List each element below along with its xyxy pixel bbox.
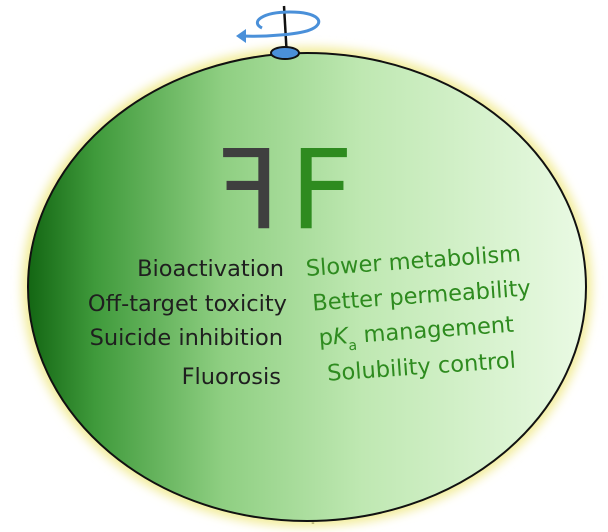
left-item: Bioactivation — [137, 256, 284, 282]
left-item: Fluorosis — [182, 364, 281, 390]
pka-sub: a — [348, 338, 358, 355]
pka-k: K — [332, 323, 351, 350]
svg-text:F: F — [217, 126, 280, 254]
left-item: Suicide inhibition — [90, 325, 283, 351]
drawbacks-list: Bioactivation Off-target toxicity Suicid… — [88, 256, 287, 390]
sphere — [27, 52, 587, 522]
mirrored-f-symbol: F — [217, 126, 280, 254]
left-item: Off-target toxicity — [88, 291, 287, 317]
pole-marker — [270, 46, 300, 60]
pka-prefix: p — [318, 324, 334, 351]
f-symbol: F — [290, 126, 353, 254]
rotation-arrow-icon — [236, 10, 321, 43]
